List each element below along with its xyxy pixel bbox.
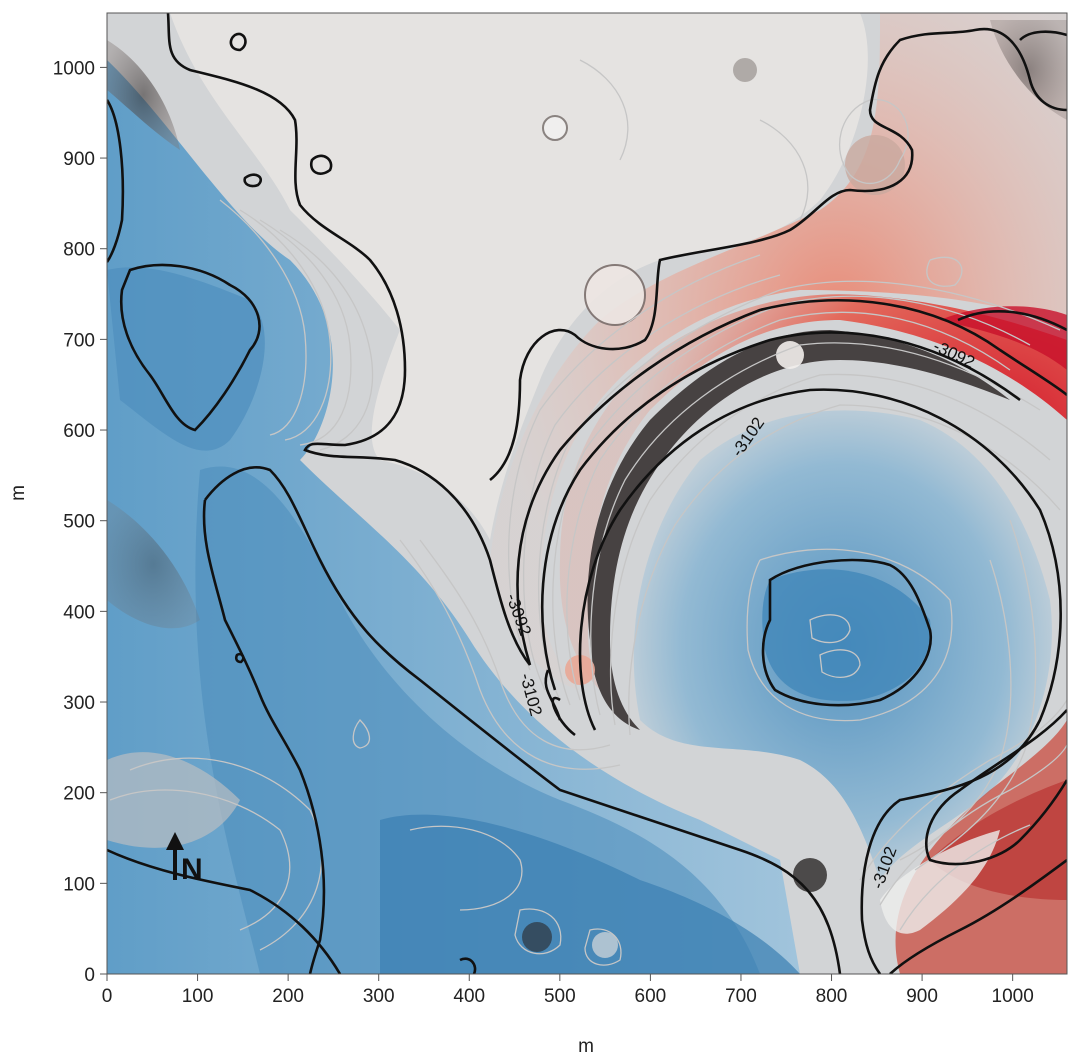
y-tick-label: 600 (63, 421, 95, 442)
plot-frame (106, 12, 1068, 975)
x-tick-label: 500 (544, 986, 576, 1007)
relief-layer (107, 13, 1067, 974)
y-axis-title: m (8, 485, 29, 501)
y-tick-label: 0 (84, 965, 95, 986)
x-tick-label: 100 (182, 986, 214, 1007)
x-tick-label: 800 (816, 986, 848, 1007)
x-tick-label: 600 (635, 986, 667, 1007)
x-tick-label: 300 (363, 986, 395, 1007)
x-tick-label: 700 (725, 986, 757, 1007)
y-axis: 0 100 200 300 400 500 600 700 800 900 1000 (53, 58, 107, 986)
y-tick-label: 500 (63, 512, 95, 533)
x-tick-label: 400 (453, 986, 485, 1007)
north-label: N (181, 853, 203, 886)
minor-contours (109, 59, 1067, 966)
watermark: 搜狐号@博科园 (916, 1025, 1056, 1049)
x-axis: 0 100 200 300 400 500 600 700 800 900 1000 (102, 974, 1034, 1007)
y-tick-label: 900 (63, 149, 95, 170)
y-tick-label: 800 (63, 240, 95, 261)
x-tick-label: 900 (906, 986, 938, 1007)
x-tick-label: 200 (272, 986, 304, 1007)
x-tick-label: 0 (102, 986, 113, 1007)
y-tick-label: 1000 (53, 58, 95, 79)
x-tick-label: 1000 (992, 986, 1034, 1007)
y-tick-label: 700 (63, 330, 95, 351)
y-tick-label: 400 (63, 602, 95, 623)
x-axis-title: m (578, 1036, 594, 1057)
y-tick-label: 300 (63, 693, 95, 714)
y-tick-label: 100 (63, 874, 95, 895)
north-arrow: N (166, 832, 203, 886)
y-tick-label: 200 (63, 784, 95, 805)
major-contours (107, 13, 1067, 974)
